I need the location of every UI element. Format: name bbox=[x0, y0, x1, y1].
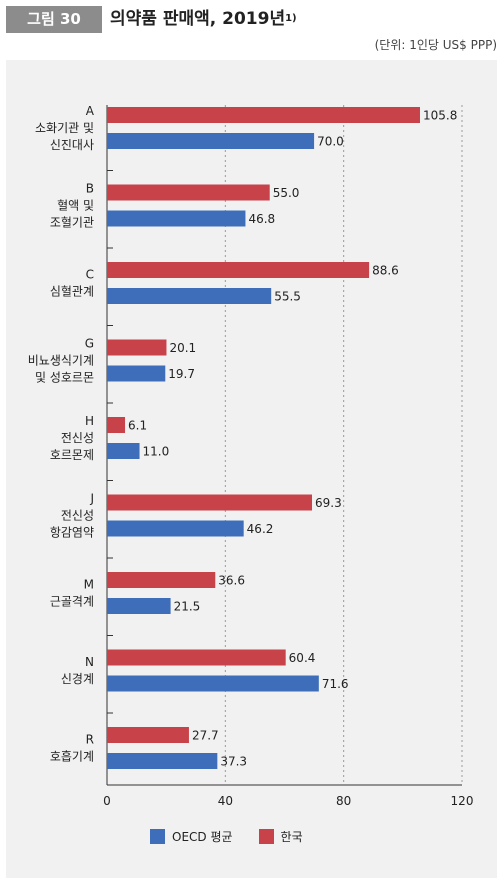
bar-oecd-0 bbox=[107, 133, 315, 149]
category-name-label: 소화기관 및 bbox=[35, 121, 94, 135]
bar-oecd-7 bbox=[107, 675, 319, 692]
category-name-label: 조혈기관 bbox=[50, 216, 94, 230]
value-label-oecd-2: 55.5 bbox=[274, 290, 301, 304]
x-tick-label-80: 80 bbox=[336, 794, 351, 808]
category-name-label: 신진대사 bbox=[50, 138, 94, 152]
legend-item-oecd: OECD 평균 bbox=[150, 828, 233, 845]
x-tick-label-0: 0 bbox=[103, 794, 111, 808]
category-name-label: 근골격계 bbox=[50, 595, 94, 609]
value-label-oecd-5: 46.2 bbox=[247, 522, 274, 536]
value-label-korea-2: 88.6 bbox=[372, 264, 399, 278]
bar-korea-3 bbox=[107, 339, 167, 356]
bar-oecd-2 bbox=[107, 288, 272, 304]
value-label-oecd-6: 21.5 bbox=[174, 600, 201, 614]
title-footnote-mark: 1) bbox=[285, 13, 297, 24]
category-name-label: 항감염약 bbox=[50, 525, 94, 540]
chart-title: 의약품 판매액, 2019년1) bbox=[110, 6, 297, 33]
bar-oecd-4 bbox=[107, 443, 140, 459]
bar-korea-7 bbox=[107, 649, 286, 666]
bar-korea-5 bbox=[107, 494, 313, 511]
bar-korea-6 bbox=[107, 572, 216, 588]
value-label-oecd-1: 46.8 bbox=[248, 212, 275, 226]
category-name-label: 전신성 bbox=[61, 431, 94, 445]
legend: OECD 평균 한국 bbox=[150, 828, 303, 845]
category-name-label: 신경계 bbox=[61, 672, 94, 686]
value-label-korea-8: 27.7 bbox=[192, 729, 219, 743]
category-code-label: R bbox=[86, 733, 94, 747]
value-label-oecd-4: 11.0 bbox=[143, 445, 170, 459]
bar-oecd-5 bbox=[107, 520, 244, 537]
value-label-korea-6: 36.6 bbox=[218, 574, 245, 588]
category-name-label: 혈액 및 bbox=[57, 199, 94, 213]
category-code-label: J bbox=[89, 492, 94, 506]
figure-number-badge: 그림 30 bbox=[6, 6, 102, 33]
value-label-korea-4: 6.1 bbox=[128, 419, 147, 433]
value-label-oecd-8: 37.3 bbox=[220, 755, 247, 769]
bar-korea-2 bbox=[107, 262, 370, 278]
category-code-label: C bbox=[86, 268, 94, 282]
legend-swatch-korea bbox=[258, 829, 274, 844]
value-label-oecd-0: 70.0 bbox=[317, 135, 344, 149]
bar-korea-1 bbox=[107, 184, 270, 201]
bar-korea-4 bbox=[107, 417, 126, 433]
category-name-label: 호르몬제 bbox=[50, 448, 94, 462]
category-name-label: 비뇨생식기계 bbox=[28, 354, 94, 368]
chart-title-text: 의약품 판매액, 2019년 bbox=[110, 9, 286, 29]
category-code-label: B bbox=[86, 182, 94, 196]
bar-oecd-1 bbox=[107, 210, 246, 227]
value-label-korea-3: 20.1 bbox=[169, 341, 196, 355]
value-label-oecd-7: 71.6 bbox=[322, 677, 349, 691]
legend-item-korea: 한국 bbox=[258, 828, 303, 845]
category-name-label: 및 성호르몬 bbox=[35, 371, 94, 385]
category-name-label: 심혈관계 bbox=[50, 285, 94, 299]
value-label-korea-7: 60.4 bbox=[289, 651, 316, 665]
x-tick-label-120: 120 bbox=[451, 794, 474, 808]
category-code-label: G bbox=[85, 337, 94, 351]
x-tick-label-40: 40 bbox=[218, 794, 233, 808]
bar-oecd-3 bbox=[107, 365, 166, 382]
category-name-label: 호흡기계 bbox=[50, 750, 94, 764]
bar-korea-0 bbox=[107, 107, 420, 123]
category-code-label: A bbox=[86, 104, 95, 118]
bar-oecd-6 bbox=[107, 598, 171, 614]
value-label-korea-0: 105.8 bbox=[423, 109, 457, 123]
category-code-label: M bbox=[84, 578, 94, 592]
value-label-korea-1: 55.0 bbox=[273, 186, 300, 200]
category-code-label: H bbox=[85, 414, 94, 428]
unit-label: (단위: 1인당 US$ PPP) bbox=[374, 38, 497, 52]
legend-swatch-oecd bbox=[150, 829, 165, 844]
bar-oecd-8 bbox=[107, 753, 218, 769]
category-code-label: N bbox=[85, 655, 94, 669]
legend-label-oecd: OECD 평균 bbox=[172, 830, 233, 844]
value-label-korea-5: 69.3 bbox=[315, 496, 342, 510]
value-label-oecd-3: 19.7 bbox=[168, 367, 195, 381]
category-name-label: 전신성 bbox=[61, 509, 94, 523]
bar-korea-8 bbox=[107, 727, 189, 743]
legend-label-korea: 한국 bbox=[280, 830, 303, 844]
